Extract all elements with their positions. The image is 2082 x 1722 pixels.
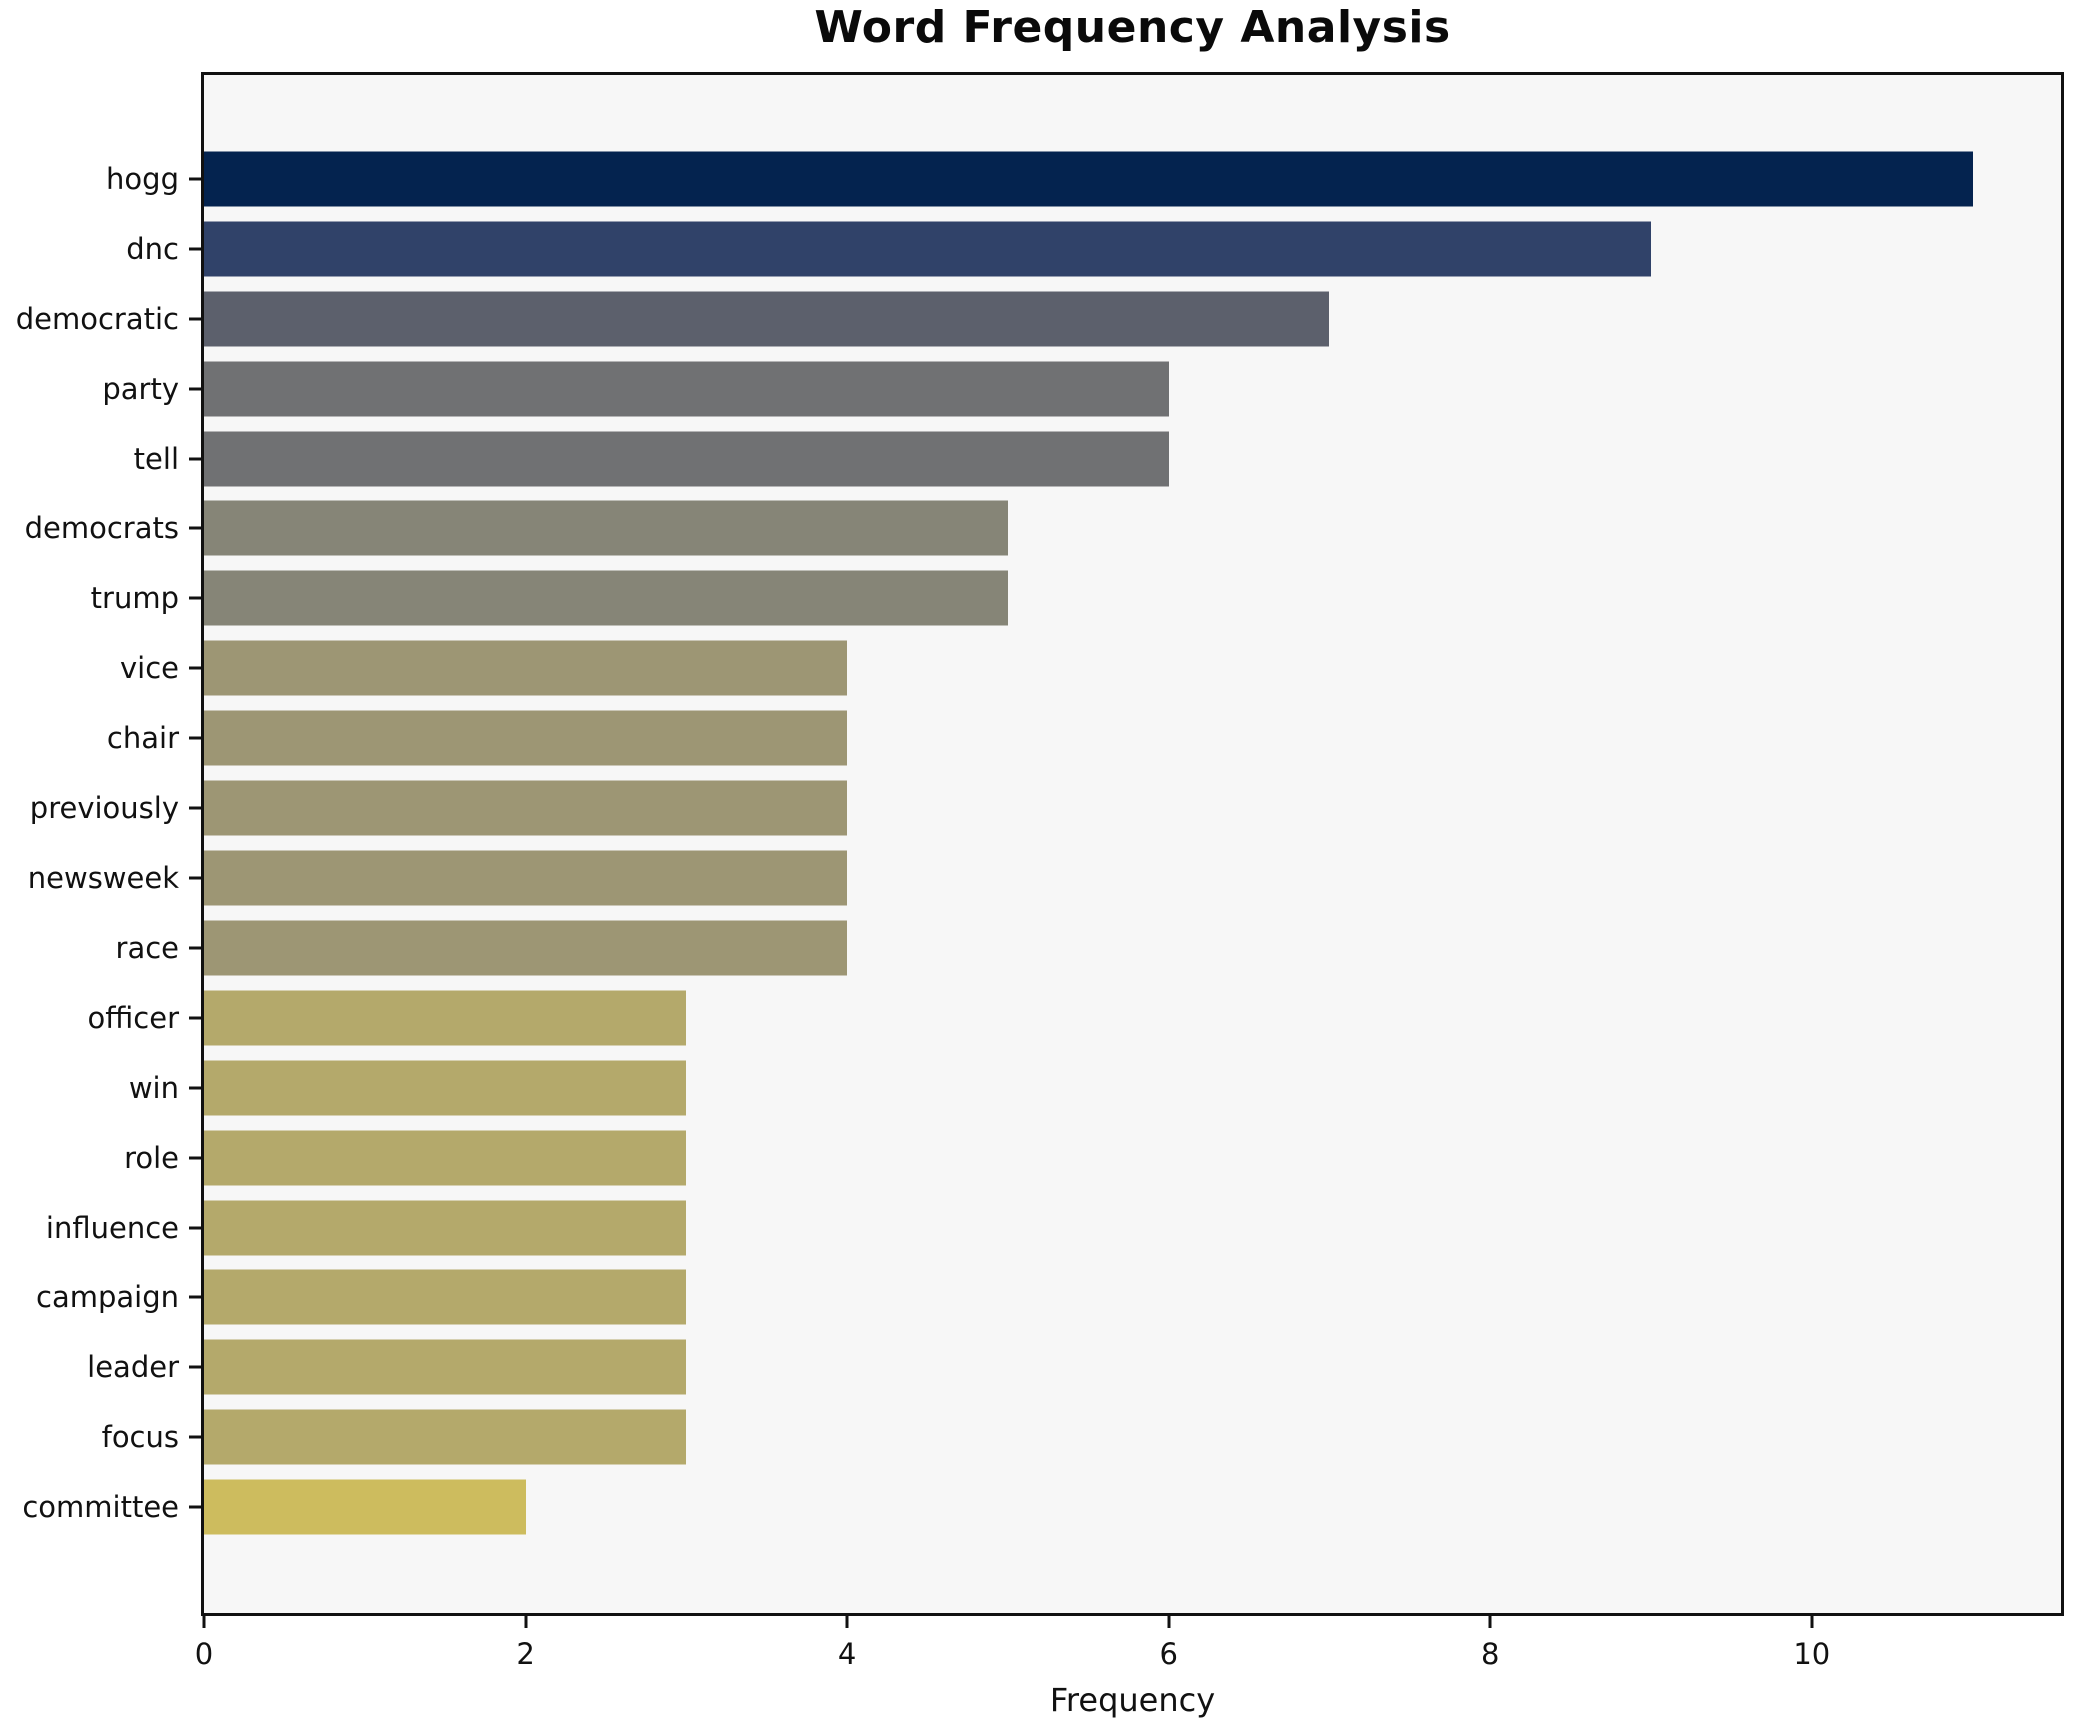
- bar-row: democrats: [25, 494, 2061, 564]
- bar-row: tell: [134, 424, 2061, 494]
- bar-row: campaign: [36, 1263, 2061, 1333]
- bar-row: role: [124, 1123, 2061, 1193]
- y-tick-mark: [189, 1016, 201, 1020]
- y-tick-label: chair: [106, 721, 179, 756]
- plot-area: hogg dnc democratic party tell democrats…: [16, 72, 2064, 1719]
- y-tick-label: win: [128, 1070, 179, 1105]
- y-tick-label: influence: [45, 1210, 179, 1245]
- y-tick-label: campaign: [36, 1280, 179, 1315]
- x-tick-label: 6: [1159, 1637, 1178, 1671]
- x-tick-label: 0: [194, 1637, 214, 1671]
- bar: [204, 780, 848, 836]
- bar: [204, 640, 848, 696]
- x-tick-mark: [1488, 1616, 1492, 1628]
- bar-row: previously: [30, 773, 2061, 843]
- y-tick-label: tell: [133, 441, 179, 476]
- bar: [204, 1200, 687, 1256]
- bar-row: party: [102, 354, 2061, 424]
- bar: [204, 361, 1169, 417]
- y-tick-label: leader: [87, 1350, 179, 1385]
- bar-row: hogg: [106, 144, 2061, 214]
- bar-row: trump: [91, 563, 2061, 633]
- y-tick-label: hogg: [106, 161, 179, 196]
- y-tick-mark: [189, 526, 201, 530]
- bar-row: vice: [120, 633, 2061, 703]
- bar: [204, 431, 1169, 487]
- y-tick-label: democrats: [24, 511, 179, 546]
- x-axis-label: Frequency: [1049, 1681, 1216, 1719]
- bar-row: leader: [87, 1332, 2061, 1402]
- x-tick-mark: [845, 1616, 849, 1628]
- y-tick-mark: [189, 736, 201, 740]
- bars-container: hogg dnc democratic party tell democrats…: [16, 144, 2061, 1542]
- bar-row: win: [129, 1053, 2061, 1123]
- bar: [204, 151, 1973, 207]
- y-tick-label: democratic: [15, 301, 179, 336]
- y-tick-label: officer: [87, 1000, 180, 1035]
- y-tick-mark: [189, 876, 201, 880]
- y-tick-mark: [189, 1226, 201, 1230]
- bar: [204, 710, 848, 766]
- y-tick-mark: [189, 1365, 201, 1369]
- y-tick-mark: [189, 387, 201, 391]
- y-tick-label: role: [124, 1140, 179, 1175]
- chart-title: Word Frequency Analysis: [814, 2, 1451, 53]
- bar-row: race: [116, 913, 2061, 983]
- bar: [204, 850, 848, 906]
- y-tick-mark: [189, 247, 201, 251]
- bar-row: officer: [88, 983, 2061, 1053]
- bar: [204, 1269, 687, 1325]
- bar: [204, 1479, 526, 1535]
- y-tick-label: party: [102, 371, 179, 406]
- y-tick-mark: [189, 457, 201, 461]
- bar: [204, 291, 1330, 347]
- x-tick-label: 8: [1480, 1637, 1500, 1671]
- bar: [204, 570, 1008, 626]
- bar: [204, 920, 848, 976]
- x-tick-mark: [524, 1616, 528, 1628]
- x-tick-mark: [1810, 1616, 1814, 1628]
- bar: [204, 1130, 687, 1186]
- y-tick-label: race: [115, 930, 179, 965]
- bar: [204, 990, 687, 1046]
- y-tick-label: trump: [90, 581, 179, 616]
- x-tick-label: 4: [837, 1637, 857, 1671]
- y-tick-label: vice: [119, 651, 179, 686]
- y-tick-mark: [189, 1156, 201, 1160]
- y-tick-label: committee: [22, 1490, 179, 1525]
- bar: [204, 221, 1651, 277]
- bar-row: influence: [46, 1193, 2061, 1263]
- bar: [204, 1409, 687, 1465]
- bar-row: focus: [102, 1402, 2061, 1472]
- y-tick-mark: [189, 1295, 201, 1299]
- y-tick-label: dnc: [126, 231, 179, 266]
- y-tick-mark: [189, 946, 201, 950]
- y-tick-mark: [189, 1086, 201, 1090]
- x-tick-label: 10: [1793, 1637, 1831, 1671]
- x-tick-mark: [202, 1616, 206, 1628]
- y-tick-mark: [189, 317, 201, 321]
- x-tick-label: 2: [516, 1637, 535, 1671]
- y-tick-mark: [189, 596, 201, 600]
- bar: [204, 1060, 687, 1116]
- y-tick-mark: [189, 1505, 201, 1509]
- y-tick-label: previously: [29, 791, 179, 826]
- bar-row: dnc: [126, 214, 2061, 284]
- y-tick-mark: [189, 177, 201, 181]
- y-tick-mark: [189, 666, 201, 670]
- bar-row: chair: [107, 703, 2061, 773]
- bar: [204, 1339, 687, 1395]
- bar-row: committee: [22, 1472, 2061, 1542]
- y-tick-mark: [189, 1435, 201, 1439]
- y-tick-mark: [189, 806, 201, 810]
- bar-row: democratic: [16, 284, 2061, 354]
- bar-row: newsweek: [28, 843, 2061, 913]
- y-tick-label: focus: [101, 1420, 179, 1455]
- bar: [204, 500, 1008, 556]
- y-tick-label: newsweek: [27, 861, 179, 896]
- x-tick-mark: [1167, 1616, 1171, 1628]
